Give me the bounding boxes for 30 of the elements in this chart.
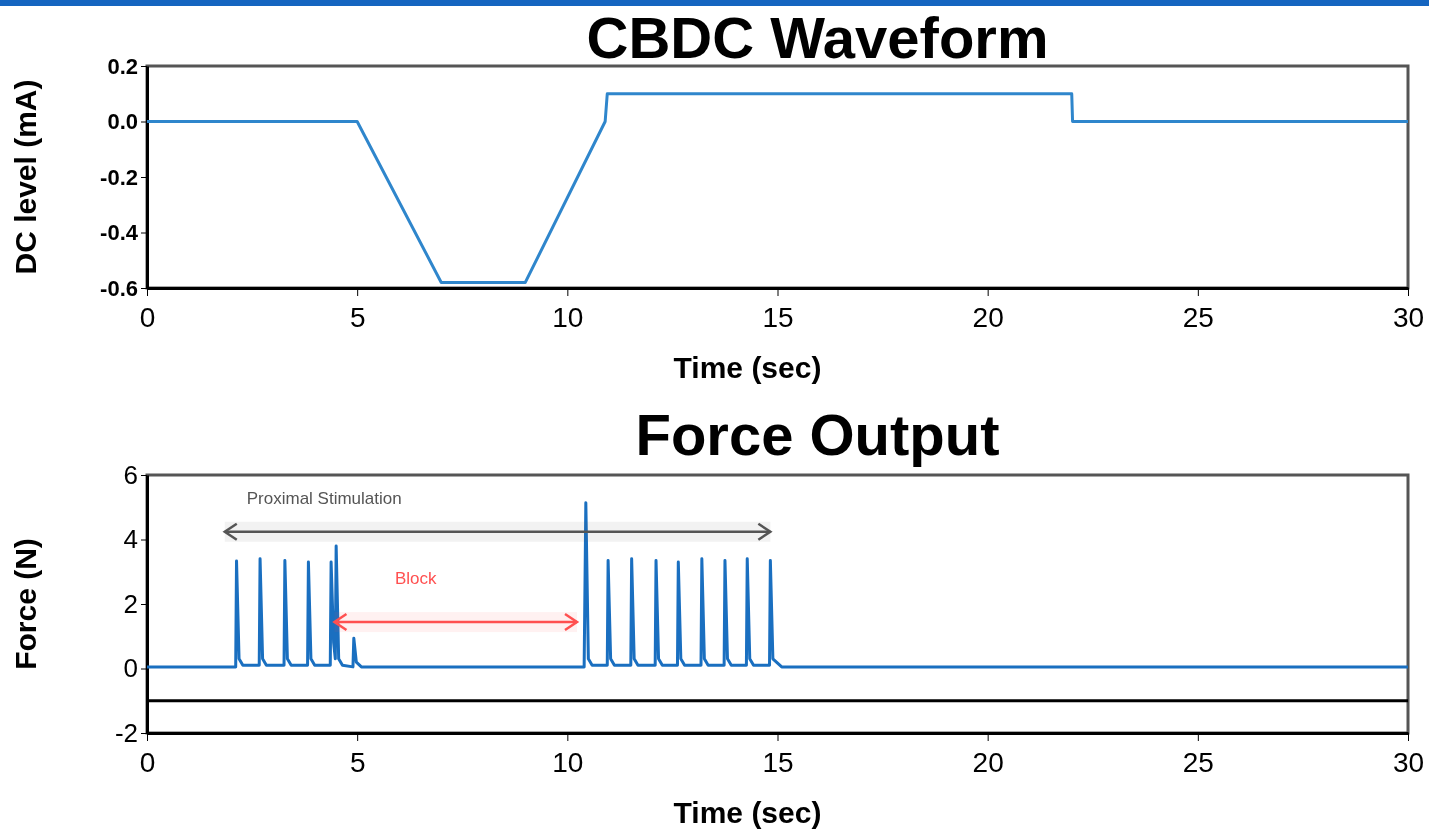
y-tick-label: 2 bbox=[123, 588, 138, 619]
x-tick-label: 25 bbox=[1182, 747, 1214, 778]
y-tick-label: 4 bbox=[123, 524, 138, 555]
y-tick-label: 6 bbox=[123, 459, 138, 490]
y-tick-label: 0.0 bbox=[107, 109, 138, 135]
x-tick-label: 30 bbox=[1392, 302, 1425, 333]
x-tick-label: 20 bbox=[972, 747, 1004, 778]
y-tick-label: 0.2 bbox=[107, 53, 138, 79]
x-tick-label: 10 bbox=[552, 302, 584, 333]
x-axis-title: Time (sec) bbox=[673, 796, 822, 829]
x-tick-label: 15 bbox=[762, 747, 794, 778]
x-tick-label: 10 bbox=[552, 747, 584, 778]
band-label: Block bbox=[394, 569, 438, 589]
chart-title: CBDC Waveform bbox=[586, 5, 1049, 70]
y-tick-label: 0 bbox=[123, 653, 138, 684]
y-tick-label: -0.2 bbox=[100, 164, 138, 190]
y-axis-title: DC level (mA) bbox=[9, 79, 42, 275]
x-axis-title: Time (sec) bbox=[673, 351, 822, 384]
y-axis-title: Force (N) bbox=[9, 538, 42, 670]
x-tick-label: 30 bbox=[1392, 747, 1425, 778]
x-tick-label: 5 bbox=[349, 747, 366, 778]
band-label: Proximal Stimulation bbox=[246, 488, 402, 508]
y-tick-label: -2 bbox=[114, 717, 138, 748]
y-tick-label: -0.4 bbox=[100, 220, 139, 246]
x-tick-label: 5 bbox=[349, 302, 366, 333]
y-tick-label: -0.6 bbox=[100, 275, 138, 301]
chart-title: Force Output bbox=[635, 402, 1000, 467]
x-tick-label: 25 bbox=[1182, 302, 1214, 333]
x-tick-label: 20 bbox=[972, 302, 1004, 333]
x-tick-label: 15 bbox=[762, 302, 794, 333]
